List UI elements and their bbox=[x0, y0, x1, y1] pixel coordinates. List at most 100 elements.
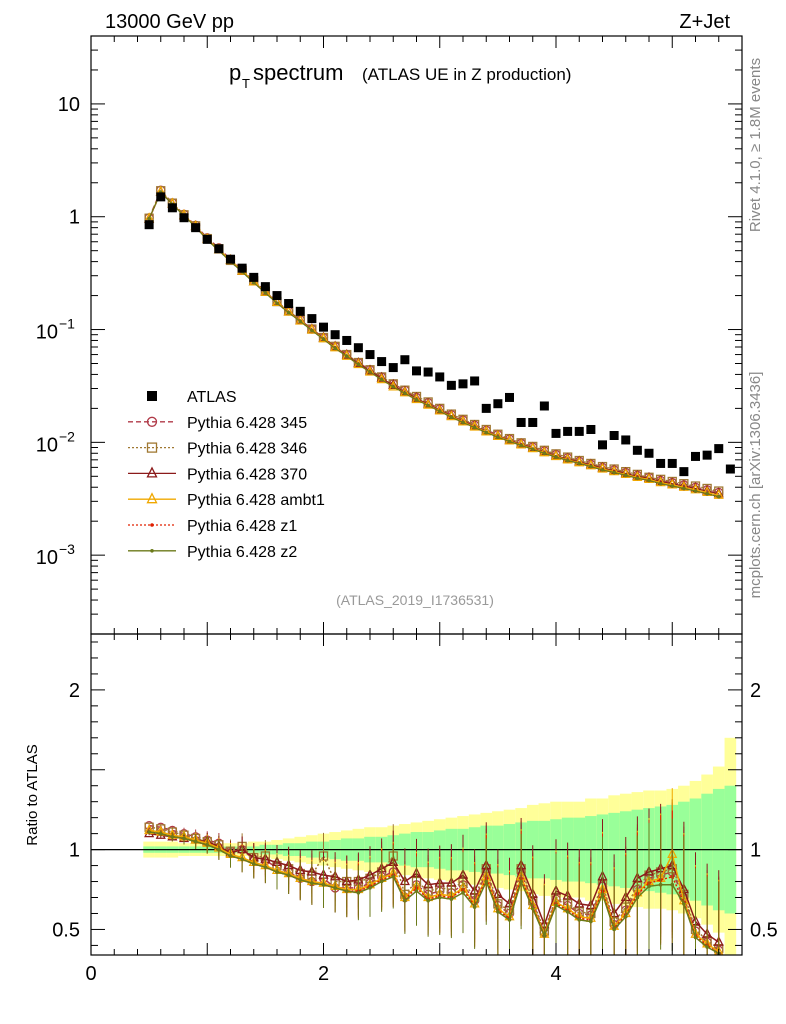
point-atlas bbox=[644, 448, 654, 458]
ratio-point-z2 bbox=[530, 906, 535, 911]
point-z2 bbox=[147, 216, 151, 221]
ratio-y-tick-label: 0.5 bbox=[52, 919, 80, 941]
point-z2 bbox=[623, 473, 628, 478]
point-ambt1 bbox=[574, 456, 585, 467]
point-atlas bbox=[435, 372, 445, 382]
legend-marker-p346 bbox=[146, 442, 158, 453]
point-z2 bbox=[310, 328, 314, 333]
legend-label-p345: Pythia 6.428 345 bbox=[187, 415, 307, 432]
ratio-point-z2 bbox=[542, 934, 547, 938]
y-tick-label: 10 bbox=[58, 94, 80, 116]
point-ambt1 bbox=[492, 429, 503, 441]
point-atlas bbox=[598, 440, 607, 450]
point-atlas bbox=[586, 424, 596, 434]
legend-label-ambt1: Pythia 6.428 ambt1 bbox=[187, 492, 325, 509]
ratio-point-z2 bbox=[658, 882, 663, 887]
ratio-point-z2 bbox=[403, 898, 407, 903]
point-atlas bbox=[284, 299, 294, 309]
legend-marker-atlas bbox=[147, 391, 157, 401]
point-ambt1 bbox=[469, 420, 480, 431]
point-z2 bbox=[426, 403, 430, 408]
ratio-point-z2 bbox=[158, 831, 163, 836]
point-atlas bbox=[667, 458, 677, 468]
point-ambt1 bbox=[504, 434, 515, 445]
ratio-point-z2 bbox=[379, 879, 384, 884]
point-z2 bbox=[565, 458, 570, 463]
ratio-point-z2 bbox=[251, 862, 256, 866]
mcplots-label: mcplots.cern.ch [arXiv:1306.3436] bbox=[747, 372, 764, 599]
ratio-point-z2 bbox=[228, 854, 233, 858]
main-plot-area bbox=[144, 185, 735, 499]
point-atlas bbox=[377, 357, 387, 367]
point-atlas bbox=[656, 458, 666, 468]
ratio-point-z2 bbox=[600, 892, 605, 897]
point-z2 bbox=[286, 310, 291, 315]
point-z2 bbox=[368, 370, 372, 374]
point-z2 bbox=[670, 484, 675, 488]
point-ambt1 bbox=[643, 472, 655, 483]
point-ambt1 bbox=[632, 470, 643, 481]
y-tick-label-base: 10 bbox=[36, 322, 58, 344]
point-atlas bbox=[551, 428, 561, 438]
ratio-point-z2 bbox=[356, 890, 361, 895]
point-atlas bbox=[260, 282, 270, 292]
point-z2 bbox=[263, 291, 268, 295]
point-atlas bbox=[226, 254, 235, 264]
ratio-point-z2 bbox=[193, 839, 198, 844]
ratio-plot-area bbox=[144, 788, 724, 956]
point-ambt1 bbox=[516, 438, 527, 449]
legend-label-atlas: ATLAS bbox=[187, 389, 237, 406]
ratio-point-z2 bbox=[612, 927, 616, 932]
point-ambt1 bbox=[620, 467, 631, 479]
point-z2 bbox=[612, 470, 616, 475]
legend-label-p370: Pythia 6.428 370 bbox=[187, 466, 307, 483]
point-atlas bbox=[446, 380, 456, 390]
plot-title: p T spectrum (ATLAS UE in Z production) bbox=[229, 60, 571, 91]
ratio-line-z1 bbox=[148, 831, 720, 955]
ratio-point-z2 bbox=[577, 918, 582, 922]
point-z2 bbox=[298, 319, 303, 324]
point-ambt1 bbox=[562, 453, 573, 464]
point-atlas bbox=[481, 403, 491, 413]
ratio-ylabel: Ratio to ATLAS bbox=[24, 744, 41, 845]
ratio-point-z2 bbox=[472, 905, 477, 909]
ratio-point-z2 bbox=[333, 886, 337, 890]
point-z2 bbox=[589, 464, 593, 469]
ratio-y-tick-label-right: 0.5 bbox=[750, 919, 778, 941]
point-z2 bbox=[658, 481, 663, 486]
point-atlas bbox=[574, 426, 584, 436]
point-ambt1 bbox=[550, 449, 562, 461]
title-subscript: T bbox=[242, 76, 250, 91]
point-z2 bbox=[507, 439, 512, 444]
point-z2 bbox=[554, 455, 558, 459]
point-z2 bbox=[275, 301, 279, 306]
title-p: p bbox=[229, 60, 241, 85]
point-atlas bbox=[307, 314, 317, 324]
analysis-id: (ATLAS_2019_I1736531) bbox=[336, 592, 494, 608]
ratio-point-z2 bbox=[693, 935, 698, 940]
point-atlas bbox=[330, 330, 340, 340]
point-z2 bbox=[647, 478, 651, 483]
legend-marker-z2 bbox=[150, 549, 154, 553]
ratio-point-z2 bbox=[368, 886, 372, 890]
point-ambt1 bbox=[609, 465, 620, 476]
x-tick-label: 0 bbox=[85, 963, 96, 985]
ratio-point-z2 bbox=[344, 889, 349, 893]
ratio-point-z2 bbox=[496, 910, 500, 914]
x-tick-label: 2 bbox=[318, 963, 329, 985]
ratio-point-z2 bbox=[682, 902, 686, 906]
ratio-y-tick-label-right: 1 bbox=[750, 840, 761, 862]
point-z2 bbox=[600, 468, 605, 472]
point-z2 bbox=[682, 486, 686, 491]
ratio-point-z2 bbox=[647, 884, 651, 889]
header-left-label: 13000 GeV pp bbox=[105, 11, 234, 33]
ratio-point-z2 bbox=[275, 870, 279, 874]
point-atlas bbox=[295, 306, 305, 316]
point-z2 bbox=[635, 476, 640, 481]
point-ambt1 bbox=[655, 476, 666, 487]
ratio-point-z2 bbox=[286, 873, 291, 877]
legend-marker-ambt1 bbox=[146, 492, 158, 504]
series-line-z2 bbox=[148, 191, 719, 498]
ratio-point-z2 bbox=[635, 895, 640, 900]
